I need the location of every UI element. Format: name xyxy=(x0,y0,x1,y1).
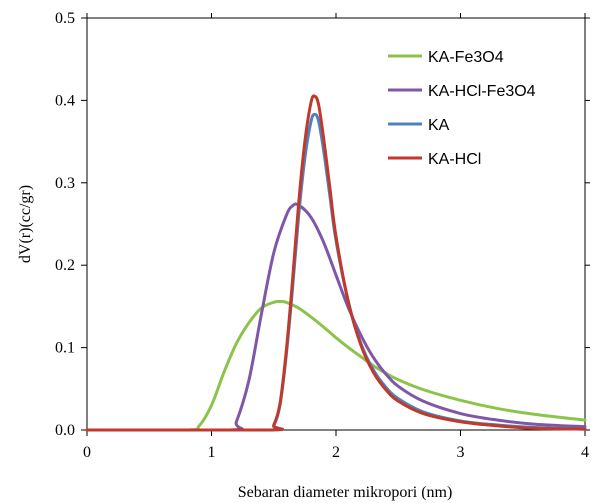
y-tick-label: 0.0 xyxy=(55,422,75,439)
series-line-ka-fe3o4 xyxy=(85,299,587,432)
y-tick-label: 0.3 xyxy=(55,175,75,192)
legend-label: KA-Fe3O4 xyxy=(428,49,504,66)
x-axis-title: Sebaran diameter mikropori (nm) xyxy=(238,484,453,501)
y-axis-ticks: 0.0 0.1 0.2 0.3 0.4 0.5 xyxy=(55,10,590,439)
y-tick-label: 0.5 xyxy=(55,10,75,27)
y-tick-label: 0.4 xyxy=(55,92,75,109)
legend-label: KA-HCl xyxy=(428,151,481,168)
x-tick-label: 4 xyxy=(581,444,589,461)
x-tick-label: 1 xyxy=(208,444,216,461)
x-tick-label: 3 xyxy=(457,444,465,461)
series-line-ka-hcl xyxy=(85,94,587,432)
y-tick-label: 0.1 xyxy=(55,340,75,357)
series-lines xyxy=(85,94,587,432)
x-tick-label: 0 xyxy=(83,444,91,461)
y-axis-title: dV(r)(cc/gr) xyxy=(17,185,34,263)
legend: KA-Fe3O4 KA-HCl-Fe3O4 KA KA-HCl xyxy=(388,49,536,168)
plot-area xyxy=(86,17,586,431)
x-tick-label: 2 xyxy=(332,444,340,461)
legend-label: KA-HCl-Fe3O4 xyxy=(428,83,536,100)
legend-label: KA xyxy=(428,117,450,134)
y-tick-label: 0.2 xyxy=(55,257,75,274)
series-line-ka-hcl-fe3o4 xyxy=(85,202,587,432)
